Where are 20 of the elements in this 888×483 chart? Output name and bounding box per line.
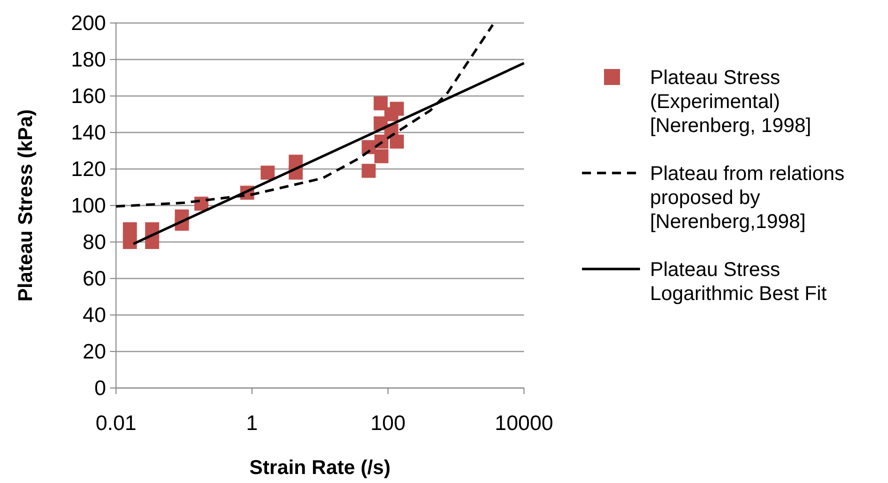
y-tick-label: 100 [70,194,106,218]
y-tick-label: 200 [70,12,106,35]
y-tick-label: 180 [70,48,106,72]
y-tick-label: 140 [70,122,106,144]
y-tick-label: 80 [82,231,106,254]
x-tick-label: 100 [370,412,406,435]
y-tick-label: 120 [70,158,106,181]
x-tick-label: 0.01 [96,412,136,435]
y-tick-label: 40 [82,304,106,327]
x-tick-label: 10000 [494,412,554,435]
y-tick-label: 20 [82,340,106,364]
y-axis-title: Plateau Stress (kPa) [15,109,37,302]
y-tick-label: 160 [70,85,106,108]
y-tick-label: 60 [82,268,106,290]
x-axis-title: Strain Rate (/s) [249,457,391,479]
legend-label: Plateau Stress (Experimental) [Nerenberg, 1998] [650,67,812,137]
y-tick-label: 0 [94,377,106,400]
legend-label: Plateau from relations proposed by [Nerenberg,1998] [650,163,845,233]
legend-label: Plateau Stress Logarithmic Best Fit [650,259,828,305]
x-tick-label: 1 [246,412,258,435]
